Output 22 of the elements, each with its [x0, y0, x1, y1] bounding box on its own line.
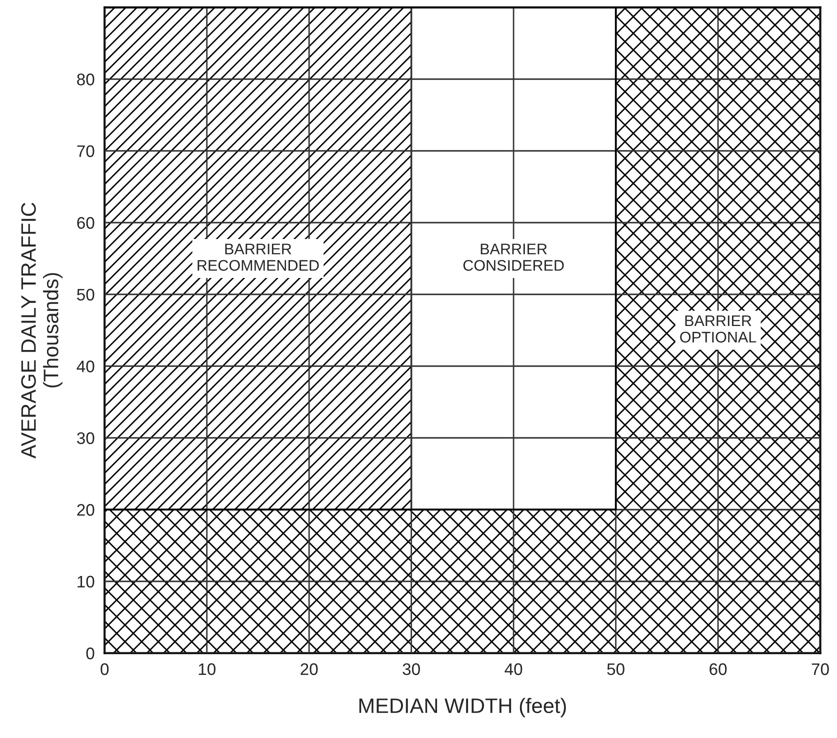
x-tick-label: 50 — [607, 663, 624, 676]
y-tick-label: 50 — [77, 288, 94, 301]
series-label: BARRIER CONSIDERED — [463, 244, 564, 271]
x-tick-label: 30 — [402, 663, 420, 676]
x-tick-label: 0 — [100, 663, 109, 676]
x-tick-label: 60 — [710, 663, 727, 676]
x-axis-title: MEDIAN WIDTH (feet) — [359, 698, 566, 718]
y-tick-label: 60 — [77, 217, 94, 229]
x-tick-label: 20 — [300, 663, 318, 676]
y-tick-label: 80 — [77, 74, 94, 86]
y-tick-label: 40 — [76, 360, 94, 372]
x-tick-label: 40 — [504, 663, 522, 676]
y-tick-label: 10 — [78, 576, 94, 588]
y-axis-title: AVERAGE DAILY TRAFFIC (Thousands) — [21, 202, 62, 459]
x-tick-label: 70 — [812, 663, 829, 676]
y-tick-label: 0 — [86, 648, 94, 660]
y-tick-label: 30 — [77, 432, 94, 444]
x-tick-label: 10 — [198, 663, 216, 676]
y-tick-label: 20 — [77, 504, 94, 516]
y-tick-label: 70 — [77, 145, 94, 158]
series-label: BARRIER RECOMMENDED — [198, 244, 319, 271]
series-label: BARRIER OPTIONAL — [680, 315, 756, 343]
